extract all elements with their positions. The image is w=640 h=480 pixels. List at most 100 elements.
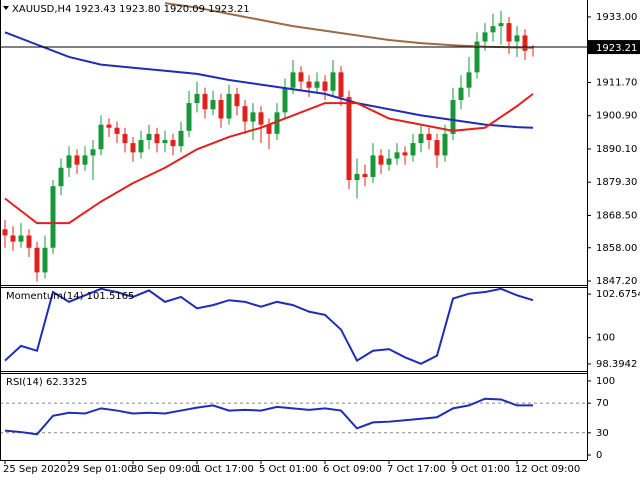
y-tick-label: 1858.00 [596,243,637,254]
pane-title: XAUUSD,H4 1923.43 1923.80 1920.09 1923.2… [12,4,250,15]
candle-body [66,155,72,168]
candle-body [442,133,448,156]
candle-body [378,155,384,165]
y-tick-label: 1900.90 [596,111,637,122]
candle-body [298,72,304,82]
candle-body [98,124,104,150]
candle-body [458,87,464,101]
candle-body [330,72,336,91]
y-tick-label: 1847.20 [596,276,637,287]
y-tick-label: 30 [596,428,609,439]
candle-body [250,112,256,122]
candle-body [498,23,504,27]
y-tick-label: 1890.10 [596,144,637,155]
y-tick-label: 0 [596,450,602,461]
x-tick-label: 7 Oct 17:00 [387,464,446,475]
candle-body [410,143,416,156]
candle-body [482,32,488,42]
candle-body [434,140,440,156]
candle-body [50,186,56,248]
y-tick-label: 1933.00 [596,12,637,23]
candle-body [34,247,40,273]
momentum-pane [4,288,534,365]
y-tick-label: 70 [596,398,609,409]
candle-body [394,152,400,159]
x-tick-label: 6 Oct 09:00 [323,464,382,475]
candle-body [186,103,192,131]
x-tick-label: 9 Oct 01:00 [451,464,510,475]
y-tick-label: 100 [596,333,615,344]
candle-body [2,229,8,236]
candle-body [122,133,128,144]
candle-body [418,133,424,144]
candle-body [274,112,280,134]
candle-body [362,173,368,177]
candle-body [346,96,352,181]
candle-body [146,133,152,141]
candle-body [58,167,64,187]
y-tick-label: 102.6754 [596,289,640,300]
candle-body [450,100,456,134]
last-price-label: 1923.21 [596,43,637,54]
candle-body [130,143,136,153]
candle-body [522,35,528,51]
y-tick-label: 100 [596,376,615,387]
candle-body [258,112,264,125]
candle-body [10,235,16,242]
candle-body [322,81,328,91]
candle-body [226,93,232,119]
candle-body [234,93,240,107]
indicator-line [4,288,534,365]
pane-title: Momentum(14) 101.5165 [6,291,134,302]
y-tick-label: 1879.30 [596,177,637,188]
candle-body [162,140,168,144]
candle-body [138,140,144,153]
x-tick-label: 30 Sep 09:00 [131,464,198,475]
x-tick-label: 12 Oct 09:00 [515,464,580,475]
moving-average [4,31,534,129]
candle-body [90,149,96,156]
candle-body [506,23,512,42]
candle-body [514,35,520,42]
candle-body [42,247,48,273]
candle-body [370,155,376,177]
candle-body [290,72,296,88]
candle-body [194,93,200,104]
price-pane [2,2,536,282]
candle-body [386,158,392,165]
candle-body [490,26,496,33]
candle-body [218,100,224,119]
candle-body [266,124,272,134]
candle-body [202,93,208,110]
x-tick-label: 5 Oct 01:00 [259,464,318,475]
candle-body [106,124,112,128]
candle-body [306,81,312,88]
indicator-line [4,397,533,436]
moving-average [4,93,534,225]
candle-body [282,87,288,113]
candle-body [114,127,120,134]
pane-title: RSI(14) 62.3325 [6,377,87,388]
candle-body [426,133,432,141]
candle-body [474,41,480,73]
candle-body [170,140,176,147]
candle-body [18,235,24,242]
candle-body [82,155,88,165]
candle-body [338,72,344,97]
candle-body [402,152,408,156]
x-tick-label: 29 Sep 01:00 [67,464,134,475]
candle-body [154,133,160,144]
y-tick-label: 1911.70 [596,77,637,88]
axes: 1933.00 1911.70 1900.90 1890.10 1879.30 1868.… [0,4,640,475]
x-tick-label: 25 Sep 2020 [3,464,66,475]
candle-body [314,81,320,88]
candle-body [74,155,80,165]
x-tick-label: 1 Oct 17:00 [195,464,254,475]
last-price-box [588,40,640,55]
rsi-pane [1,397,587,436]
y-tick-label: 98.3942 [596,359,637,370]
candle-body [26,235,32,248]
